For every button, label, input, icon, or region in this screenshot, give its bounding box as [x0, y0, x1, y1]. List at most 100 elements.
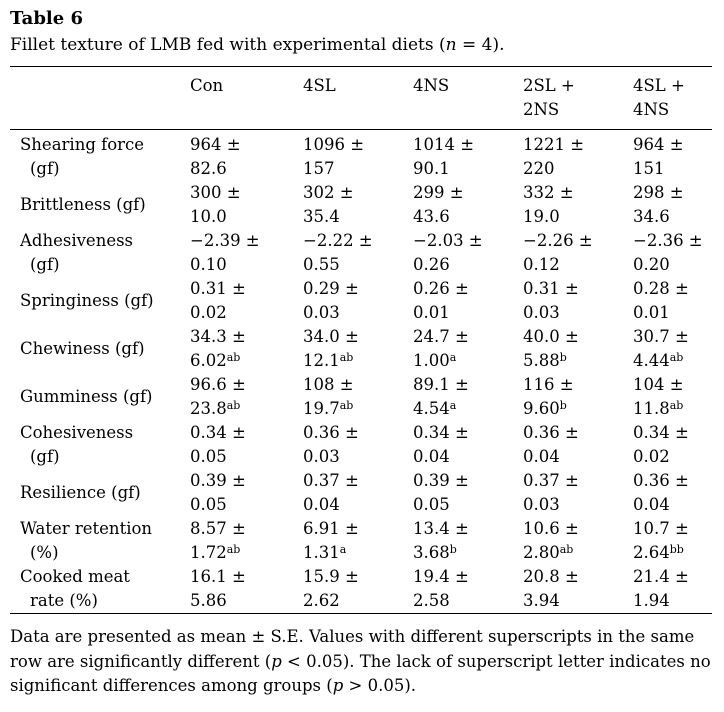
table-number: Table 6 [10, 8, 84, 29]
header-row: Con 4SL 4NS 2SL +2NS 4SL +4NS [10, 66, 712, 130]
table-header: Con 4SL 4NS 2SL +2NS 4SL +4NS [10, 66, 712, 130]
data-cell: 104 ±11.8ab [633, 375, 684, 418]
table-row: Springiness (gf) 0.31 ±0.02 0.29 ±0.03 0.26… [10, 277, 712, 325]
table-row: Resilience (gf) 0.39 ±0.05 0.37 ±0.04 0.39 … [10, 469, 712, 517]
table-row: Water retention (%) 8.57 ±1.72ab 6.91 ±1.31… [10, 517, 712, 565]
column-header-4sl: 4SL [303, 66, 413, 130]
fillet-texture-table: Con 4SL 4NS 2SL +2NS 4SL +4NS Shearing f… [10, 66, 712, 614]
caption-italic-n: n [445, 35, 457, 55]
data-cell: 89.1 ±4.54a [413, 375, 469, 418]
data-cell: 0.39 ±0.05 [413, 471, 469, 514]
table-row: Adhesiveness (gf) −2.39 ±0.10 −2.22 ±0.55 −2… [10, 229, 712, 277]
data-cell: 96.6 ±23.8ab [190, 375, 246, 418]
table-footnote: Data are presented as mean ± S.E. Values… [10, 625, 716, 699]
row-label: Water retention (%) [20, 519, 153, 562]
data-cell: 0.39 ±0.05 [190, 471, 246, 514]
data-cell: 0.34 ±0.04 [413, 423, 469, 466]
significance-superscript: b [449, 543, 457, 557]
data-cell: 298 ±34.6 [633, 183, 684, 226]
data-cell: −2.36 ±0.20 [633, 231, 703, 274]
data-cell: 300 ±10.0 [190, 183, 241, 226]
data-cell: 0.36 ±0.03 [303, 423, 359, 466]
caption-text-pre: Fillet texture of LMB fed with experimen… [10, 35, 446, 55]
row-label: Cohesiveness (gf) [20, 423, 134, 466]
row-label: Adhesiveness (gf) [20, 231, 134, 274]
data-cell: 0.37 ±0.03 [523, 471, 579, 514]
table-row: Shearing force (gf) 964 ±82.6 1096 ±157 1014… [10, 130, 712, 182]
significance-superscript: ab [339, 351, 354, 365]
table-row: Cohesiveness (gf) 0.34 ±0.05 0.36 ±0.03 0.34… [10, 421, 712, 469]
column-header-con: Con [190, 66, 303, 130]
data-cell: 108 ±19.7ab [303, 375, 354, 418]
data-cell: 6.91 ±1.31a [303, 519, 359, 562]
data-cell: 30.7 ±4.44ab [633, 327, 689, 370]
data-cell: −2.22 ±0.55 [303, 231, 373, 274]
header-empty-cell [10, 66, 190, 130]
table-row: Chewiness (gf) 34.3 ±6.02ab 34.0 ±12.1ab 24… [10, 325, 712, 373]
data-cell: 302 ±35.4 [303, 183, 354, 226]
data-cell: 20.8 ±3.94 [523, 567, 579, 610]
row-label: Springiness (gf) [20, 291, 154, 310]
data-cell: 15.9 ±2.62 [303, 567, 359, 610]
data-cell: 16.1 ±5.86 [190, 567, 246, 610]
data-cell: −2.39 ±0.10 [190, 231, 260, 274]
column-header-2sl-2ns: 2SL +2NS [523, 66, 633, 130]
data-cell: 0.26 ±0.01 [413, 279, 469, 322]
data-cell: 10.6 ±2.80ab [523, 519, 579, 562]
data-cell: 21.4 ±1.94 [633, 567, 689, 610]
data-cell: 1096 ±157 [303, 135, 365, 178]
data-cell: 40.0 ±5.88b [523, 327, 579, 370]
column-header-4sl-4ns: 4SL +4NS [633, 66, 712, 130]
significance-superscript: ab [669, 351, 684, 365]
data-cell: 24.7 ±1.00a [413, 327, 469, 370]
data-cell: 19.4 ±2.58 [413, 567, 469, 610]
data-cell: 0.34 ±0.05 [190, 423, 246, 466]
row-label: Chewiness (gf) [20, 339, 145, 358]
significance-superscript: ab [226, 399, 241, 413]
footnote-text-2: < 0.05). The lack of superscript letter … [10, 651, 711, 696]
row-label: Resilience (gf) [20, 483, 141, 502]
data-cell: 299 ±43.6 [413, 183, 464, 226]
data-cell: 1221 ±220 [523, 135, 585, 178]
significance-superscript: ab [669, 399, 684, 413]
table-row: Brittleness (gf) 300 ±10.0 302 ±35.4 299 ±4… [10, 181, 712, 229]
significance-superscript: a [339, 543, 347, 557]
significance-superscript: a [449, 399, 457, 413]
table-row: Cooked meat rate (%) 16.1 ±5.86 15.9 ±2.62 1… [10, 565, 712, 614]
table-caption: Fillet texture of LMB fed with experimen… [10, 32, 714, 58]
significance-superscript: b [559, 351, 567, 365]
significance-superscript: b [559, 399, 567, 413]
row-label: Brittleness (gf) [20, 195, 146, 214]
footnote-text-3: > 0.05). [343, 676, 417, 695]
significance-superscript: ab [339, 399, 354, 413]
significance-superscript: a [449, 351, 457, 365]
data-cell: −2.26 ±0.12 [523, 231, 593, 274]
data-cell: 964 ±82.6 [190, 135, 241, 178]
data-cell: 0.31 ±0.03 [523, 279, 579, 322]
data-cell: 1014 ±90.1 [413, 135, 475, 178]
data-cell: 116 ±9.60b [523, 375, 574, 418]
row-label: Cooked meat rate (%) [20, 567, 130, 610]
data-cell: 0.29 ±0.03 [303, 279, 359, 322]
data-cell: 0.34 ±0.02 [633, 423, 689, 466]
significance-superscript: bb [669, 543, 684, 557]
significance-superscript: ab [226, 543, 241, 557]
footnote-text-1: Data are presented as mean ± S.E. Values… [10, 627, 695, 671]
data-cell: 0.37 ±0.04 [303, 471, 359, 514]
data-cell: 13.4 ±3.68b [413, 519, 469, 562]
footnote-italic-p1: p [271, 651, 282, 671]
table-body: Shearing force (gf) 964 ±82.6 1096 ±157 1014… [10, 130, 712, 614]
data-cell: 34.3 ±6.02ab [190, 327, 246, 370]
data-cell: 34.0 ±12.1ab [303, 327, 359, 370]
row-label: Gumminess (gf) [20, 387, 153, 406]
caption-text-post: = 4). [456, 35, 505, 55]
column-header-4ns: 4NS [413, 66, 523, 130]
data-cell: 0.36 ±0.04 [523, 423, 579, 466]
data-cell: 8.57 ±1.72ab [190, 519, 246, 562]
data-cell: 10.7 ±2.64bb [633, 519, 689, 562]
significance-superscript: ab [559, 543, 574, 557]
data-cell: 0.36 ±0.04 [633, 471, 689, 514]
row-label: Shearing force (gf) [20, 135, 145, 178]
data-cell: 0.28 ±0.01 [633, 279, 689, 322]
